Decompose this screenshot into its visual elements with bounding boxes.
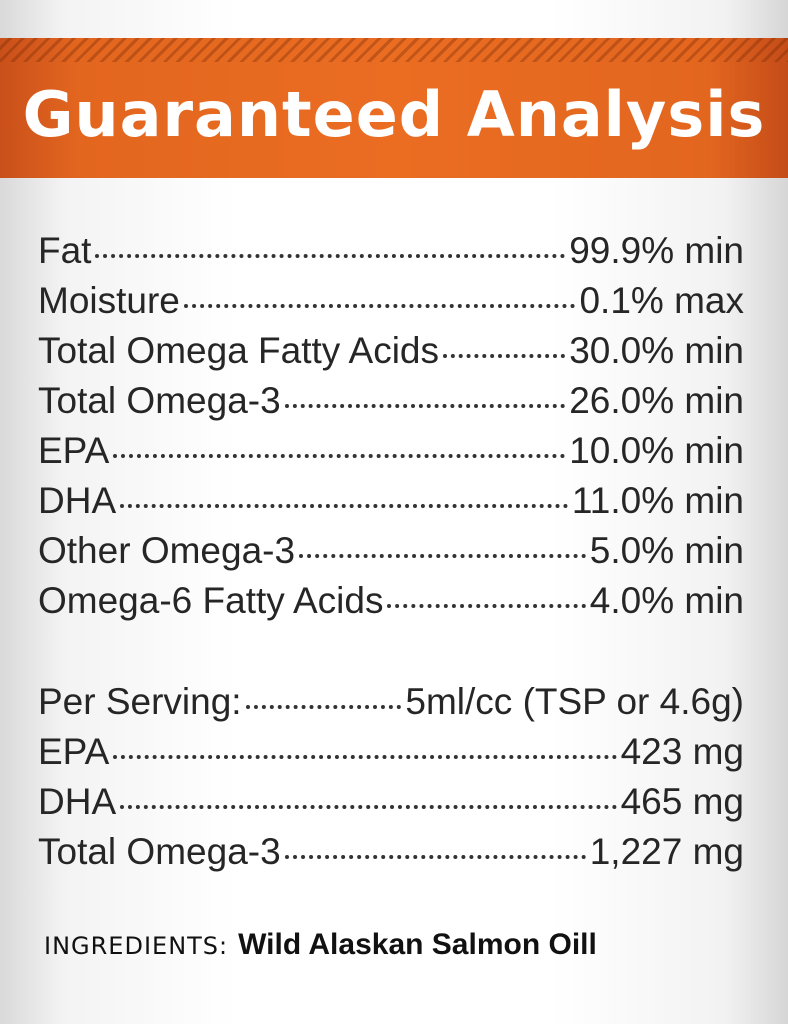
row-value: 465 mg [620,781,744,822]
analysis-list: Fat 99.9% min Moisture 0.1% max Total Omega … [38,230,744,630]
row-label: Per Serving: [38,681,242,722]
row-value: 11.0% min [571,480,744,521]
row: Total Omega Fatty Acids 30.0% min [38,330,744,380]
row-label: DHA [38,781,117,822]
row: EPA 423 mg [38,731,744,781]
header-stripes [0,38,788,62]
row: Fat 99.9% min [38,230,744,280]
row: DHA 465 mg [38,781,744,831]
ingredients-value: Wild Alaskan Salmon Oill [238,928,597,961]
row-label: Total Omega-3 [38,380,281,421]
row-label: Moisture [38,280,180,321]
row-label: Omega-6 Fatty Acids [38,580,384,621]
row-value: 5ml/cc (TSP or 4.6g) [405,681,744,722]
ingredients: INGREDIENTS: Wild Alaskan Salmon Oill [44,928,597,962]
row: DHA 11.0% min [38,480,744,530]
leader-dots [245,705,402,709]
row-value: 4.0% min [589,580,744,621]
leader-dots [113,755,617,759]
row: Omega-6 Fatty Acids 4.0% min [38,580,744,630]
header-band [0,38,788,178]
row-label: Total Omega Fatty Acids [38,330,440,371]
leader-dots [443,354,566,358]
row-value: 26.0% min [569,380,744,421]
row: Per Serving: 5ml/cc (TSP or 4.6g) [38,681,744,731]
row-value: 99.9% min [569,230,744,271]
row-label: Total Omega-3 [38,831,281,872]
row-label: Fat [38,230,92,271]
row-value: 10.0% min [569,430,744,471]
row-label: EPA [38,731,110,772]
leader-dots [120,805,617,809]
row: Total Omega-3 26.0% min [38,380,744,430]
row: Other Omega-3 5.0% min [38,530,744,580]
leader-dots [284,855,586,859]
leader-dots [387,604,586,608]
leader-dots [113,454,566,458]
leader-dots [120,504,568,508]
ingredients-label: INGREDIENTS: [44,932,229,960]
row: Moisture 0.1% max [38,280,744,330]
row-value: 0.1% max [579,280,744,321]
row-value: 1,227 mg [589,831,744,872]
header-title: Guaranteed Analysis [22,78,766,151]
leader-dots [183,304,576,308]
row-label: Other Omega-3 [38,530,296,571]
leader-dots [299,554,586,558]
row-value: 5.0% min [589,530,744,571]
row: EPA 10.0% min [38,430,744,480]
leader-dots [95,254,566,258]
serving-list: Per Serving: 5ml/cc (TSP or 4.6g) EPA 423 m… [38,681,744,881]
row: Total Omega-3 1,227 mg [38,831,744,881]
row-label: DHA [38,480,117,521]
leader-dots [284,404,566,408]
row-value: 30.0% min [569,330,744,371]
row-label: EPA [38,430,110,471]
row-value: 423 mg [620,731,744,772]
